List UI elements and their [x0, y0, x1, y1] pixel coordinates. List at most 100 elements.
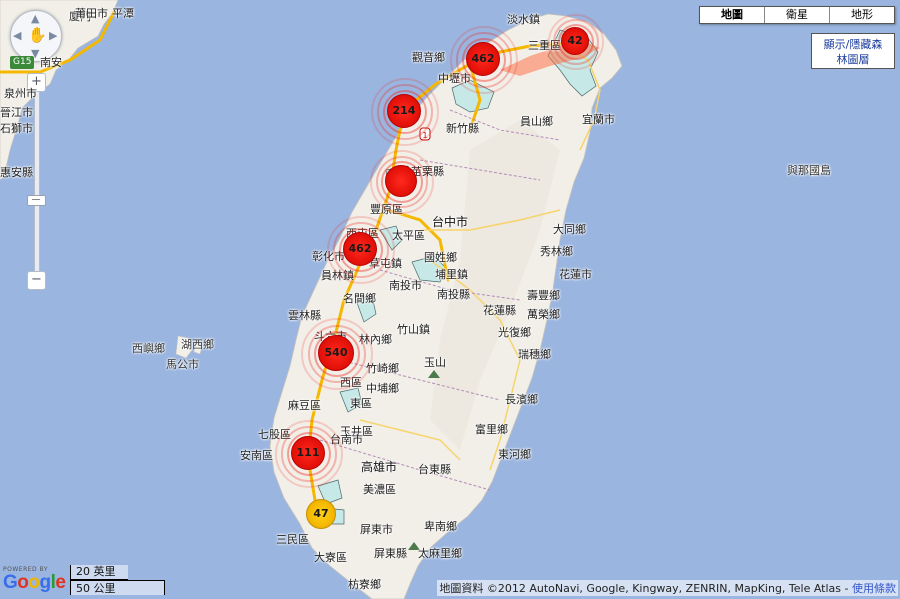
cluster-ripple	[381, 161, 423, 203]
peak-icon-south	[408, 542, 420, 550]
place-label-magong: 馬公市	[166, 358, 199, 371]
cluster-ripple	[333, 222, 389, 278]
place-label-putian: 莆田市	[75, 7, 108, 20]
place-label-hualien-county: 花蓮縣	[483, 304, 516, 317]
place-label-yilan: 宜蘭市	[582, 113, 615, 126]
cluster-ripple	[370, 150, 434, 214]
place-label-xiamen: 廈門	[69, 10, 91, 23]
pan-down-icon[interactable]: ▼	[31, 47, 40, 60]
place-label-pingtung-county: 屏東縣	[374, 547, 407, 560]
cluster-marker[interactable]: 42	[561, 27, 589, 55]
map-type-satellite-button[interactable]: 衛星	[764, 7, 829, 23]
map-type-map-button[interactable]: 地圖	[721, 8, 743, 21]
cluster-marker[interactable]: 111	[291, 436, 325, 470]
cluster-ripple	[377, 84, 433, 140]
place-label-taiping: 太平區	[392, 229, 425, 242]
place-label-taimali: 太麻里鄉	[418, 547, 462, 560]
place-label-huxi: 湖西鄉	[181, 338, 214, 351]
place-label-yuanshan: 員山鄉	[520, 115, 553, 128]
place-label-sanmin: 三民區	[276, 533, 309, 546]
forest-layer-toggle[interactable]: 顯示/隱藏森 林圖層	[811, 33, 895, 69]
place-label-xiulin: 秀林鄉	[540, 245, 573, 258]
cluster-ripple	[383, 90, 427, 134]
cluster-ripple	[376, 156, 428, 208]
place-label-kaohsiung: 高雄市	[361, 460, 398, 474]
place-label-taitung-county: 台東縣	[418, 463, 451, 476]
place-label-guangfu: 光復鄉	[498, 326, 531, 339]
place-label-anan: 安南區	[240, 449, 273, 462]
cluster-ripple	[553, 19, 599, 65]
cluster-ripple	[456, 32, 512, 88]
forest-toggle-line1: 顯示/隱藏森	[823, 38, 883, 51]
place-label-yushan: 玉山	[424, 356, 446, 369]
cluster-ripple	[548, 14, 604, 70]
place-label-shoufeng: 壽豐鄉	[527, 289, 560, 302]
place-label-jinjiang: 晉江市	[0, 106, 33, 119]
terms-of-use-link[interactable]: 使用條款	[852, 582, 896, 595]
place-label-changbin: 長濱鄉	[505, 393, 538, 406]
powered-by-label: POWERED BY	[3, 566, 49, 573]
zoom-out-button[interactable]: −	[27, 271, 46, 290]
place-label-taichung: 台中市	[432, 215, 469, 229]
place-label-danshui: 淡水鎮	[507, 13, 540, 26]
pan-up-icon[interactable]: ▲	[31, 12, 40, 25]
cluster-marker[interactable]: 462	[343, 232, 377, 266]
highway-badge: G15	[10, 56, 35, 69]
pan-control[interactable]: ▲ ▼ ◀ ▶ ✋	[10, 10, 62, 62]
place-label-hsinchu-county: 新竹縣	[446, 122, 479, 135]
cluster-marker[interactable]: 462	[466, 42, 500, 76]
cluster-ripple	[371, 78, 439, 146]
place-label-daliao: 大寮區	[314, 551, 347, 564]
place-label-fangliao: 枋寮鄉	[348, 578, 381, 591]
place-label-pingtung: 屏東市	[360, 523, 393, 536]
hand-icon: ✋	[28, 26, 47, 44]
forest-toggle-line2: 林圖層	[836, 53, 870, 66]
place-label-wanrong: 萬榮鄉	[527, 308, 560, 321]
pan-left-icon[interactable]: ◀	[13, 29, 22, 42]
pan-right-icon[interactable]: ▶	[49, 29, 58, 42]
cluster-ripple	[301, 318, 373, 390]
place-label-ruisui: 瑞穗鄉	[518, 348, 551, 361]
cluster-ripple	[450, 26, 518, 94]
cluster-ripple	[313, 330, 361, 378]
zoom-slider-track[interactable]	[34, 90, 40, 274]
place-label-fuli: 富里鄉	[475, 423, 508, 436]
cluster-ripple	[557, 23, 595, 61]
zoom-in-button[interactable]: +	[27, 73, 46, 92]
cluster-ripple	[275, 420, 343, 488]
map-type-terrain-button[interactable]: 地形	[829, 7, 894, 23]
place-label-shishi: 石獅市	[0, 122, 33, 135]
penghu-island	[175, 335, 193, 359]
place-label-xiyu: 西嶼鄉	[132, 342, 165, 355]
map-attribution: 地圖資料 ©2012 AutoNavi, Google, Kingway, ZE…	[437, 580, 898, 596]
yonaguni-island	[805, 165, 827, 177]
cluster-marker[interactable]: 540	[318, 335, 354, 371]
place-label-mingjian: 名間鄉	[343, 292, 376, 305]
place-label-beinan: 卑南鄉	[424, 520, 457, 533]
zoom-slider-thumb[interactable]	[27, 195, 46, 206]
place-label-quanzhou: 泉州市	[4, 87, 37, 100]
place-label-guanyin: 觀音鄉	[412, 51, 445, 64]
central-mountains	[430, 120, 560, 450]
place-label-hualien: 花蓮市	[559, 268, 592, 281]
cluster-ripple	[307, 324, 367, 384]
google-wordmark: Google	[3, 572, 66, 593]
place-label-nantou-county: 南投縣	[437, 288, 470, 301]
place-label-nanan: 南安	[40, 56, 62, 69]
cluster-marker[interactable]: 214	[387, 94, 421, 128]
place-label-madou: 麻豆區	[288, 399, 321, 412]
cluster-ripple	[281, 426, 337, 482]
google-logo[interactable]: POWERED BY Google	[3, 566, 66, 593]
cluster-marker[interactable]	[385, 165, 417, 197]
map-type-control: 地圖 衛星 地形	[699, 6, 895, 24]
cluster-ripple	[327, 216, 395, 284]
scale-imperial: 20 英里	[70, 565, 128, 580]
penghu-island-2	[193, 343, 203, 355]
scale-metric: 50 公里	[70, 580, 165, 595]
place-label-pingtan: 平潭	[112, 7, 134, 20]
place-label-datong: 大同鄉	[553, 223, 586, 236]
place-label-zhushan: 竹山鎮	[397, 323, 430, 336]
cluster-marker[interactable]: 47	[306, 499, 336, 529]
place-label-meinong: 美濃區	[363, 483, 396, 496]
